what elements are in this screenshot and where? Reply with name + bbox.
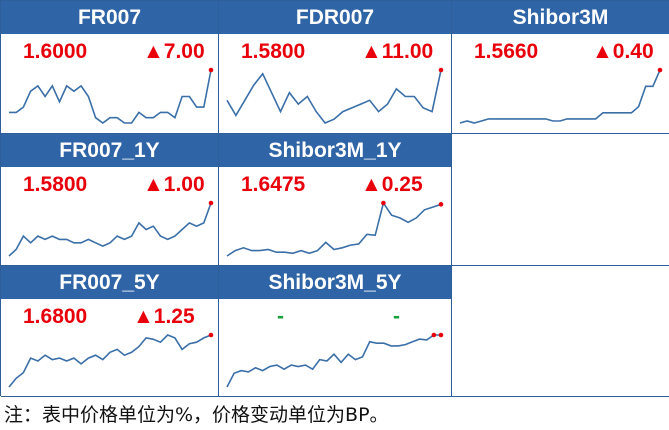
series-line xyxy=(8,334,212,388)
sparkline xyxy=(459,67,663,124)
card-fdr007: FDR007 1.5800 ▲11.00 xyxy=(219,1,452,134)
series-line xyxy=(9,69,212,124)
card-value: 1.5800 xyxy=(241,40,306,63)
series-line xyxy=(8,202,212,257)
card-empty-2 xyxy=(452,266,669,397)
card-change: ▲1.00 xyxy=(143,173,205,196)
highlight-point xyxy=(208,200,214,206)
card-shibor3m-1y: Shibor3M_1Y 1.6475 ▲0.25 xyxy=(219,134,452,266)
card-shibor3m-5y: Shibor3M_5Y - - xyxy=(219,266,452,397)
highlight-point xyxy=(438,202,444,207)
card-value: - xyxy=(277,305,284,328)
sparkline xyxy=(9,67,214,124)
series-line xyxy=(459,69,661,124)
sparkline xyxy=(226,67,444,124)
card-title: FR007 xyxy=(1,1,218,34)
footnote: 注：表中价格单位为%，价格变动单位为BP。 xyxy=(4,404,389,426)
card-title: FDR007 xyxy=(219,1,451,34)
sparkline xyxy=(226,200,444,257)
highlight-point xyxy=(438,332,444,338)
highlight-point xyxy=(208,332,214,338)
card-value: 1.5800 xyxy=(23,173,88,196)
card-change: ▲7.00 xyxy=(143,40,205,63)
sparkline xyxy=(8,200,214,257)
highlight-point xyxy=(431,332,437,338)
card-fr007-5y: FR007_5Y 1.6800 ▲1.25 xyxy=(1,266,219,397)
card-empty-1 xyxy=(452,134,669,266)
series-line xyxy=(226,334,441,388)
card-title: Shibor3M_5Y xyxy=(219,266,451,299)
card-value: 1.6475 xyxy=(241,173,306,196)
rate-grid: FR007 1.6000 ▲7.00 FDR007 1.5800 ▲11.00 … xyxy=(0,0,669,397)
card-shibor3m: Shibor3M 1.5660 ▲0.40 xyxy=(452,1,669,134)
card-fr007: FR007 1.6000 ▲7.00 xyxy=(1,1,219,134)
card-title: FR007_1Y xyxy=(1,134,218,167)
card-value: 1.6800 xyxy=(23,305,88,328)
highlight-point xyxy=(381,200,386,206)
card-title: Shibor3M xyxy=(452,1,669,34)
sparkline xyxy=(8,332,214,388)
card-change: ▲11.00 xyxy=(361,40,434,63)
card-change: ▲0.40 xyxy=(592,40,654,63)
highlight-point xyxy=(208,67,214,73)
card-title: FR007_5Y xyxy=(1,266,218,299)
highlight-point xyxy=(438,67,444,73)
card-change: ▲1.25 xyxy=(133,305,195,328)
card-title: Shibor3M_1Y xyxy=(219,134,451,167)
series-line xyxy=(226,201,442,257)
highlight-point xyxy=(657,67,663,73)
card-change: - xyxy=(393,305,400,328)
card-fr007-1y: FR007_1Y 1.5800 ▲1.00 xyxy=(1,134,219,266)
card-value: 1.5660 xyxy=(474,40,539,63)
sparkline xyxy=(226,332,444,388)
card-value: 1.6000 xyxy=(23,40,88,63)
series-line xyxy=(226,69,442,124)
card-change: ▲0.25 xyxy=(361,173,423,196)
